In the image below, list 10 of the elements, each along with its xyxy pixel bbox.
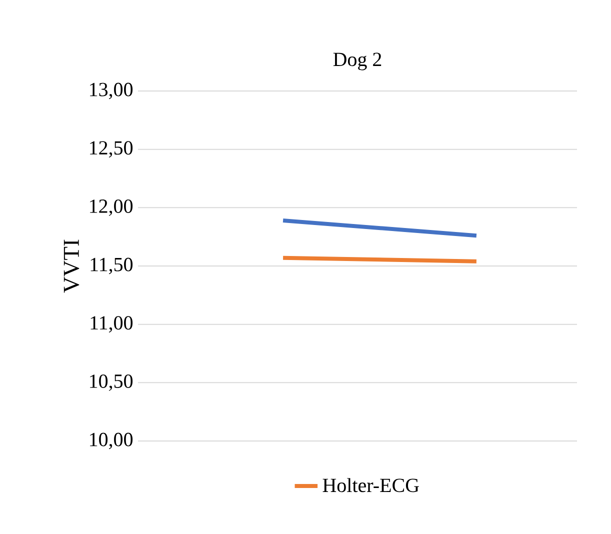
y-tick-label: 11,50: [90, 258, 133, 274]
chart-title: Dog 2: [333, 52, 382, 70]
y-tick-label: 12,00: [90, 199, 133, 216]
y-axis-title: VVTI: [64, 240, 80, 293]
y-tick-label: 11,00: [90, 316, 133, 333]
y-tick-label: 10,00: [90, 432, 133, 450]
y-tick-label: 10,50: [90, 374, 133, 391]
y-tick-label: 13,00: [90, 82, 133, 100]
legend-label: Holter-ECG: [322, 478, 419, 492]
y-tick-label: 12,50: [90, 141, 133, 158]
